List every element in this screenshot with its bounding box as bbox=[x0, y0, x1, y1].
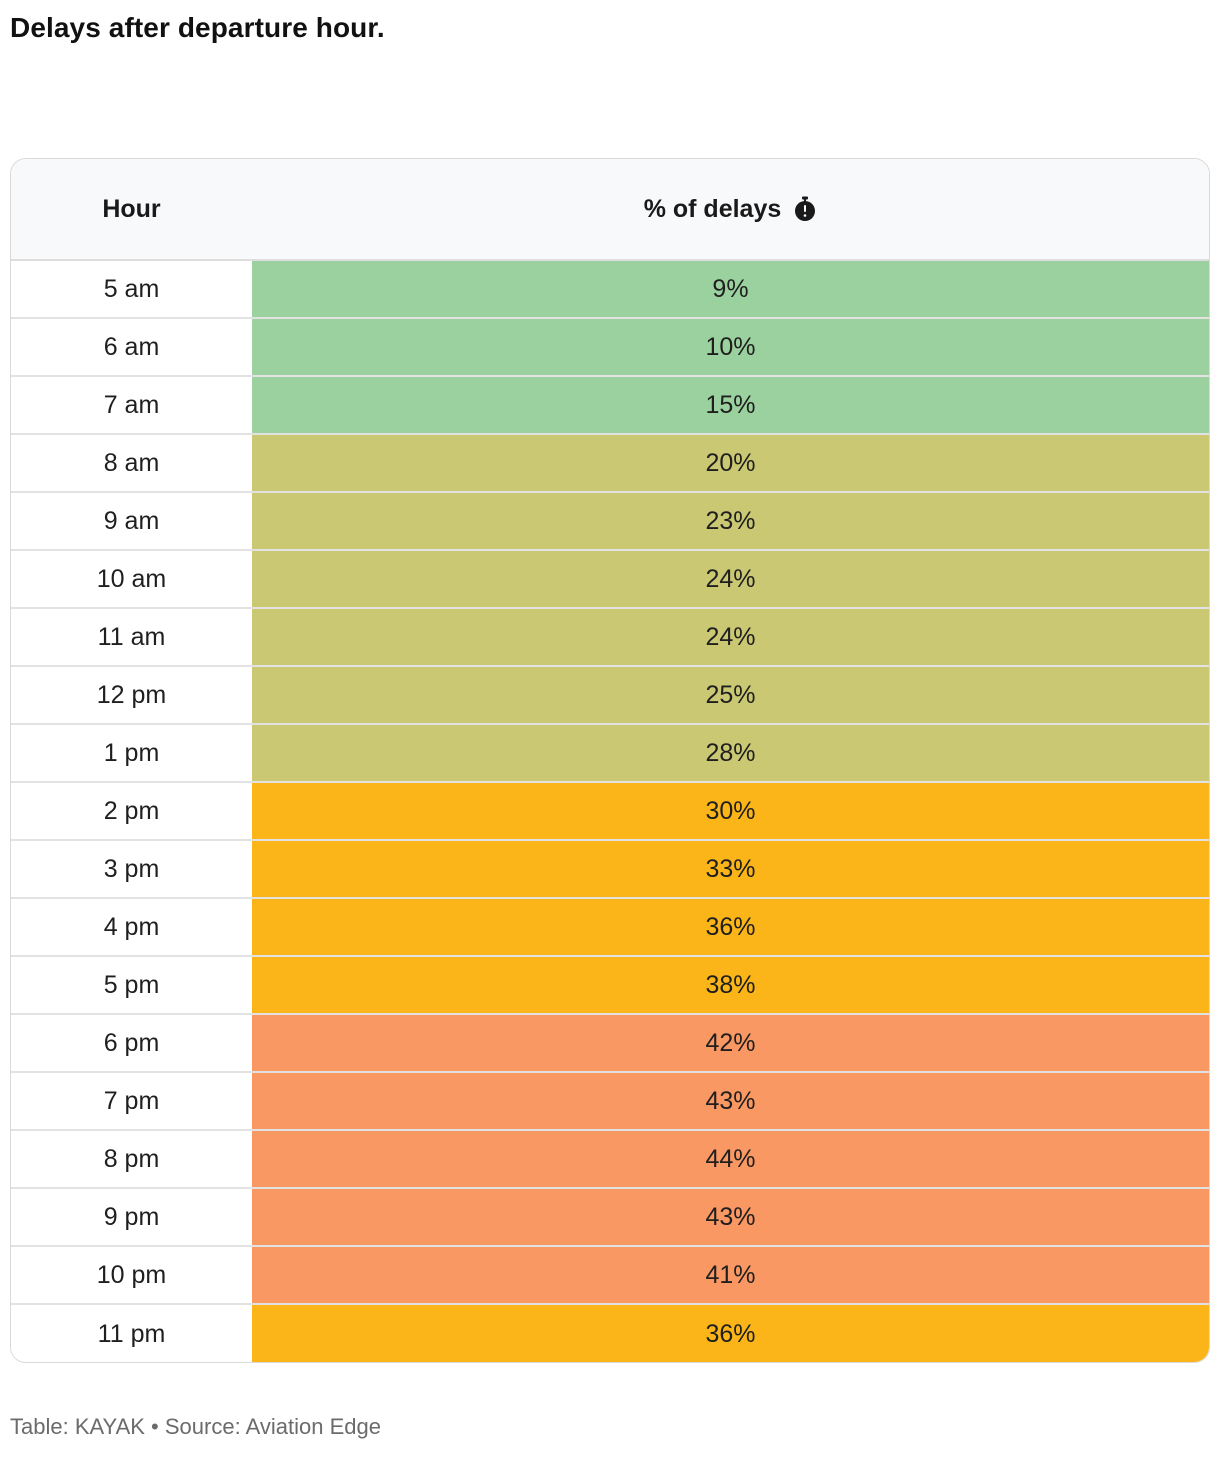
table-row: 1 pm 28% bbox=[11, 725, 1209, 783]
cell-hour: 1 pm bbox=[11, 725, 252, 781]
chart-title: Delays after departure hour. bbox=[10, 12, 385, 43]
cell-hour: 3 pm bbox=[11, 841, 252, 897]
cell-pct: 38% bbox=[252, 957, 1209, 1013]
table-row: 6 am 10% bbox=[11, 319, 1209, 377]
header-pct: % of delays bbox=[252, 159, 1209, 259]
cell-pct: 42% bbox=[252, 1015, 1209, 1071]
header-hour: Hour bbox=[11, 159, 252, 259]
table-header: Hour % of delays bbox=[11, 159, 1209, 261]
table-row: 5 pm 38% bbox=[11, 957, 1209, 1015]
cell-pct: 36% bbox=[252, 899, 1209, 955]
delays-table: Hour % of delays 5 am 9% 6 am 10% 7 am 15% 8 a… bbox=[10, 158, 1210, 1363]
table-row: 12 pm 25% bbox=[11, 667, 1209, 725]
cell-pct: 43% bbox=[252, 1189, 1209, 1245]
header-hour-label: Hour bbox=[102, 194, 161, 223]
cell-pct: 9% bbox=[252, 261, 1209, 317]
cell-hour: 9 am bbox=[11, 493, 252, 549]
table-row: 9 am 23% bbox=[11, 493, 1209, 551]
table-body: 5 am 9% 6 am 10% 7 am 15% 8 am 20% 9 am 23% 10 am 2… bbox=[11, 261, 1209, 1362]
table-row: 2 pm 30% bbox=[11, 783, 1209, 841]
cell-pct: 20% bbox=[252, 435, 1209, 491]
cell-hour: 8 am bbox=[11, 435, 252, 491]
cell-pct: 30% bbox=[252, 783, 1209, 839]
cell-hour: 10 pm bbox=[11, 1247, 252, 1303]
cell-hour: 7 pm bbox=[11, 1073, 252, 1129]
table-row: 4 pm 36% bbox=[11, 899, 1209, 957]
cell-pct: 23% bbox=[252, 493, 1209, 549]
table-row: 8 am 20% bbox=[11, 435, 1209, 493]
cell-pct: 25% bbox=[252, 667, 1209, 723]
cell-hour: 11 pm bbox=[11, 1305, 252, 1362]
cell-pct: 36% bbox=[252, 1305, 1209, 1362]
cell-hour: 9 pm bbox=[11, 1189, 252, 1245]
cell-pct: 33% bbox=[252, 841, 1209, 897]
table-row: 11 pm 36% bbox=[11, 1305, 1209, 1362]
table-row: 10 am 24% bbox=[11, 551, 1209, 609]
cell-pct: 44% bbox=[252, 1131, 1209, 1187]
cell-pct: 15% bbox=[252, 377, 1209, 433]
cell-hour: 7 am bbox=[11, 377, 252, 433]
cell-hour: 11 am bbox=[11, 609, 252, 665]
cell-pct: 28% bbox=[252, 725, 1209, 781]
cell-pct: 41% bbox=[252, 1247, 1209, 1303]
header-pct-label: % of delays bbox=[643, 194, 782, 223]
cell-pct: 24% bbox=[252, 551, 1209, 607]
table-row: 8 pm 44% bbox=[11, 1131, 1209, 1189]
table-row: 7 pm 43% bbox=[11, 1073, 1209, 1131]
footer: Table: KAYAK • Source: Aviation Edge bbox=[10, 1414, 381, 1440]
table-row: 3 pm 33% bbox=[11, 841, 1209, 899]
cell-hour: 8 pm bbox=[11, 1131, 252, 1187]
stopwatch-icon[interactable] bbox=[793, 196, 817, 222]
cell-hour: 5 am bbox=[11, 261, 252, 317]
cell-hour: 12 pm bbox=[11, 667, 252, 723]
footer-source: Source: Aviation Edge bbox=[164, 1414, 381, 1439]
cell-hour: 5 pm bbox=[11, 957, 252, 1013]
footer-credit: Table: KAYAK bbox=[10, 1414, 145, 1439]
cell-hour: 2 pm bbox=[11, 783, 252, 839]
table-row: 5 am 9% bbox=[11, 261, 1209, 319]
cell-hour: 10 am bbox=[11, 551, 252, 607]
cell-pct: 43% bbox=[252, 1073, 1209, 1129]
footer-separator: • bbox=[151, 1414, 159, 1439]
table-row: 9 pm 43% bbox=[11, 1189, 1209, 1247]
cell-pct: 24% bbox=[252, 609, 1209, 665]
table-row: 10 pm 41% bbox=[11, 1247, 1209, 1305]
cell-hour: 4 pm bbox=[11, 899, 252, 955]
cell-pct: 10% bbox=[252, 319, 1209, 375]
table-row: 7 am 15% bbox=[11, 377, 1209, 435]
table-row: 11 am 24% bbox=[11, 609, 1209, 667]
table-row: 6 pm 42% bbox=[11, 1015, 1209, 1073]
cell-hour: 6 am bbox=[11, 319, 252, 375]
cell-hour: 6 pm bbox=[11, 1015, 252, 1071]
